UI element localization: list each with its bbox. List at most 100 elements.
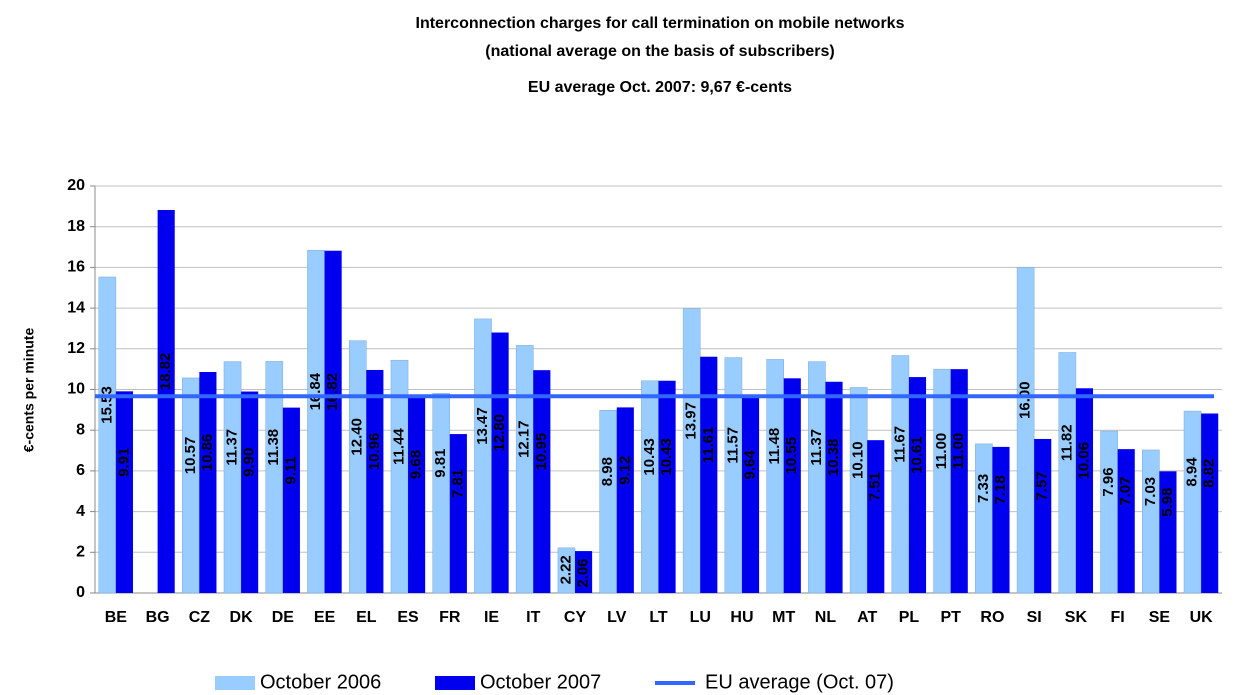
bar xyxy=(533,370,551,593)
y-tick-label: 6 xyxy=(76,462,85,479)
bar xyxy=(348,340,367,594)
value-label: 9.68 xyxy=(408,450,425,479)
bar xyxy=(891,355,910,594)
bar xyxy=(783,378,801,593)
bar xyxy=(682,308,701,594)
value-label: 10.43 xyxy=(641,438,658,476)
bar xyxy=(307,250,325,594)
chart-title: Interconnection charges for call termina… xyxy=(416,15,905,32)
value-label: 2.22 xyxy=(557,555,574,584)
value-label: 9.81 xyxy=(432,449,449,478)
bar xyxy=(474,318,492,594)
x-tick-label: FR xyxy=(439,609,461,626)
value-label: 7.96 xyxy=(1100,467,1117,496)
bar xyxy=(1201,413,1219,593)
bar xyxy=(1016,267,1035,594)
value-label: 13.97 xyxy=(683,402,700,440)
bar xyxy=(724,357,743,594)
value-label: 12.80 xyxy=(491,414,508,452)
value-label: 10.57 xyxy=(182,437,199,475)
y-tick-label: 8 xyxy=(76,421,85,438)
bar xyxy=(825,381,843,593)
x-tick-label: UK xyxy=(1190,609,1214,626)
legend-swatch xyxy=(435,676,475,690)
value-label: 16.82 xyxy=(324,373,341,411)
value-label: 9.64 xyxy=(742,450,759,480)
x-tick-label: AT xyxy=(857,609,877,626)
value-label: 10.96 xyxy=(366,433,383,471)
bar xyxy=(658,380,676,593)
bar xyxy=(867,440,885,593)
value-label: 11.38 xyxy=(265,429,282,466)
x-tick-label: EL xyxy=(356,609,377,626)
bar xyxy=(599,410,618,594)
value-label: 2.06 xyxy=(575,558,592,587)
value-label: 11.57 xyxy=(724,427,741,464)
x-tick-label: MT xyxy=(772,609,795,626)
value-label: 8.98 xyxy=(599,457,616,486)
value-label: 9.11 xyxy=(282,456,299,484)
bar xyxy=(950,369,968,593)
x-tick-label: DK xyxy=(230,609,254,626)
value-label: 12.40 xyxy=(349,418,366,456)
value-label: 11.82 xyxy=(1058,424,1075,461)
y-tick-label: 12 xyxy=(67,340,85,357)
value-label: 15.53 xyxy=(98,386,115,424)
x-tick-label: HU xyxy=(730,609,753,626)
value-label: 12.17 xyxy=(516,420,533,458)
value-label: 11.00 xyxy=(933,433,950,470)
bar xyxy=(933,368,951,594)
value-label: 11.37 xyxy=(224,429,241,466)
value-label: 13.47 xyxy=(474,407,491,445)
value-label: 10.43 xyxy=(658,438,675,476)
bar xyxy=(1100,430,1118,594)
bar xyxy=(1117,449,1135,593)
value-label: 11.61 xyxy=(700,427,717,464)
bar xyxy=(908,377,927,593)
bar xyxy=(1034,438,1052,593)
bar xyxy=(1159,471,1177,593)
value-label: 7.33 xyxy=(975,474,992,503)
x-tick-label: CY xyxy=(564,609,587,626)
bar xyxy=(515,345,534,594)
bar xyxy=(241,391,259,593)
y-tick-label: 0 xyxy=(76,584,85,601)
x-tick-label: RO xyxy=(980,609,1004,626)
value-label: 18.82 xyxy=(157,353,174,391)
value-label: 9.91 xyxy=(115,448,132,477)
value-label: 10.95 xyxy=(533,433,550,471)
bar xyxy=(324,250,342,593)
y-tick-label: 20 xyxy=(67,177,85,194)
value-label: 8.94 xyxy=(1184,457,1201,487)
legend-label: October 2006 xyxy=(260,671,381,693)
value-label: 7.18 xyxy=(992,475,1009,504)
value-label: 10.61 xyxy=(908,436,925,474)
x-tick-label: DE xyxy=(272,609,295,626)
x-tick-label: SI xyxy=(1027,609,1042,626)
value-label: 10.06 xyxy=(1075,442,1092,480)
x-tick-label: PL xyxy=(899,609,920,626)
bar xyxy=(157,210,175,593)
x-tick-label: PT xyxy=(940,609,961,626)
value-label: 7.81 xyxy=(449,469,466,498)
x-tick-label: BG xyxy=(146,609,170,626)
bar xyxy=(115,391,133,593)
x-tick-label: EE xyxy=(314,609,336,626)
value-label: 10.86 xyxy=(199,434,216,472)
bar xyxy=(975,443,993,594)
y-tick-label: 16 xyxy=(67,259,85,276)
value-label: 7.57 xyxy=(1034,471,1051,500)
x-tick-label: ES xyxy=(397,609,419,626)
value-label: 11.48 xyxy=(766,428,783,465)
bar xyxy=(700,356,718,593)
value-label: 8.82 xyxy=(1201,459,1218,488)
x-tick-label: SK xyxy=(1065,609,1088,626)
bar xyxy=(181,377,200,594)
x-tick-label: CZ xyxy=(189,609,211,626)
value-label: 9.12 xyxy=(616,456,633,485)
bar xyxy=(408,396,426,593)
value-label: 7.51 xyxy=(867,472,884,501)
bar xyxy=(741,396,760,593)
bar xyxy=(491,332,509,593)
x-tick-label: IT xyxy=(526,609,540,626)
